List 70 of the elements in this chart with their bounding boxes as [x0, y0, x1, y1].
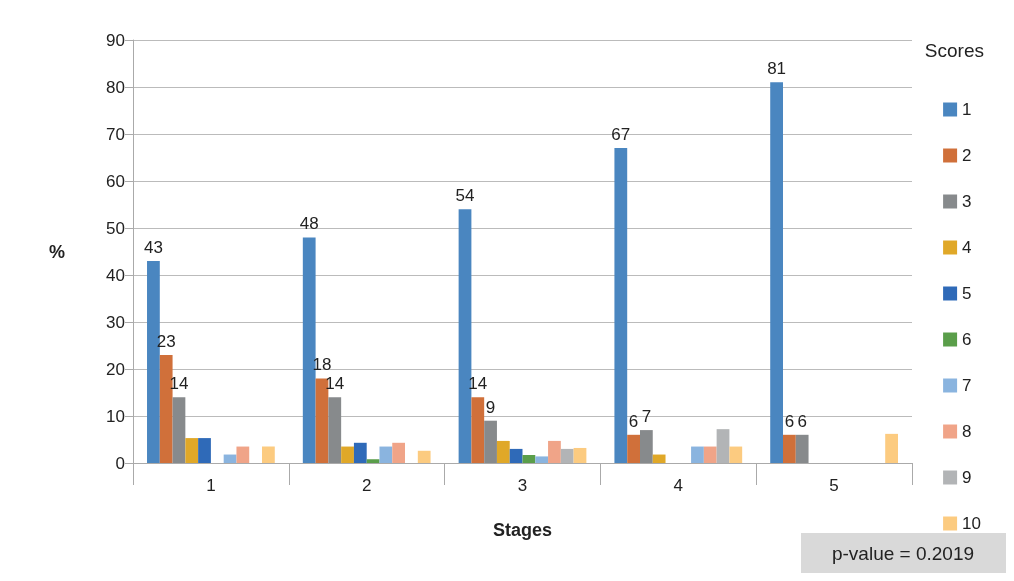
- bar: [783, 434, 796, 463]
- bar: [548, 440, 561, 463]
- y-axis-title: %: [48, 241, 65, 262]
- data-label: 6: [784, 411, 795, 431]
- x-tick-label: 3: [517, 476, 528, 495]
- bar: [341, 446, 354, 463]
- bar: [471, 397, 485, 463]
- legend-label: 6: [962, 330, 972, 349]
- data-label: 6: [628, 411, 639, 431]
- bar: [417, 450, 431, 463]
- bar: [614, 148, 628, 463]
- bar: [652, 454, 666, 463]
- legend-label: 2: [962, 146, 972, 165]
- legend-label: 4: [962, 238, 972, 257]
- bar: [639, 430, 653, 463]
- legend-label: 7: [962, 376, 972, 395]
- data-label: 9: [485, 397, 496, 417]
- x-tick-label: 4: [673, 476, 684, 495]
- data-label: 7: [641, 407, 652, 427]
- data-label: 48: [299, 214, 319, 234]
- legend-title: Scores: [924, 40, 985, 61]
- bar: [729, 446, 743, 463]
- data-label: 6: [797, 411, 807, 431]
- data-label: 54: [455, 186, 475, 206]
- x-tick-label: 5: [829, 476, 839, 495]
- legend-label: 3: [962, 192, 972, 211]
- bar: [328, 397, 342, 463]
- legend-label: 1: [962, 100, 972, 119]
- x-axis-title: Stages: [492, 520, 553, 540]
- bar: [627, 434, 640, 463]
- y-tick-label: 90: [106, 30, 125, 50]
- y-tick-label: 0: [115, 453, 125, 473]
- y-tick-label: 50: [106, 218, 125, 238]
- bar: [236, 446, 250, 463]
- bar: [366, 459, 380, 463]
- legend-label: 8: [962, 422, 972, 441]
- bar: [353, 442, 367, 463]
- y-tick-label: 40: [106, 265, 125, 285]
- bar: [379, 446, 393, 463]
- bar: [795, 434, 809, 463]
- bar: [885, 433, 898, 463]
- bar: [522, 455, 536, 463]
- data-label: 81: [767, 59, 787, 79]
- bar: [262, 446, 275, 463]
- text: p-value = 0.2019: [831, 542, 975, 564]
- y-tick-label: 70: [106, 124, 125, 144]
- legend-label: 10: [962, 514, 982, 533]
- data-label: 67: [611, 125, 631, 145]
- y-tick-label: 80: [106, 77, 125, 97]
- bar: [770, 82, 783, 463]
- bar: [185, 438, 199, 463]
- bar: [172, 397, 186, 463]
- bar: [392, 442, 406, 463]
- bar: [509, 448, 523, 463]
- bar: [198, 438, 211, 463]
- x-tick-label: 1: [206, 476, 216, 495]
- x-tick-label: 2: [361, 476, 372, 495]
- bar: [535, 456, 549, 463]
- data-label: 43: [143, 237, 163, 257]
- y-tick-label: 10: [106, 406, 125, 426]
- bar: [484, 420, 497, 463]
- y-tick-label: 30: [106, 312, 125, 332]
- bar: [691, 446, 704, 463]
- y-tick-label: 20: [106, 359, 125, 379]
- y-tick-label: 60: [106, 171, 125, 191]
- bar: [703, 446, 717, 463]
- bar: [496, 440, 510, 463]
- legend-label: 9: [962, 468, 972, 487]
- legend-label: 5: [962, 284, 972, 303]
- bar: [573, 447, 587, 463]
